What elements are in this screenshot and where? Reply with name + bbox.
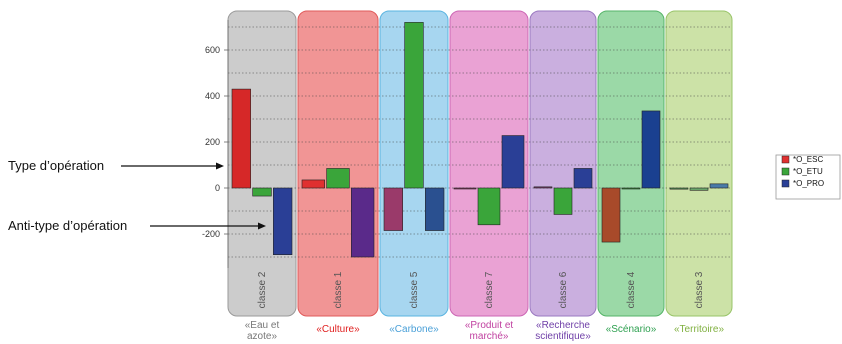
- annotation-type-arrowhead: [216, 162, 224, 170]
- bar-oetu: [477, 187, 501, 226]
- theme-label: «Recherche scientifique»: [535, 320, 591, 342]
- theme-labels: «Eau et azote» «Culture» «Carbone» «Produit …: [245, 320, 725, 342]
- legend: *O_ESC *O_ETU *O_PRO: [775, 154, 841, 200]
- class-label: classe 3: [694, 271, 705, 308]
- class-label: classe 1: [333, 271, 344, 308]
- class-labels: classe 2 classe 1 classe 5 classe 7 classe 6…: [257, 271, 705, 308]
- class-band: [449, 10, 529, 317]
- bar-opro: [641, 110, 661, 189]
- bar-oetu: [252, 187, 272, 197]
- annotation-anti-label: Anti-type d’opération: [8, 218, 127, 233]
- legend-label: *O_PRO: [793, 179, 824, 188]
- class-label: classe 7: [484, 271, 495, 308]
- theme-label: «Territoire»: [674, 324, 724, 335]
- theme-label: «Culture»: [316, 324, 360, 335]
- bar-opro: [709, 183, 729, 189]
- class-label: classe 6: [558, 271, 569, 308]
- annotation-type: Type d’opération: [8, 158, 224, 173]
- class-label: classe 4: [626, 271, 637, 308]
- y-axis: 600 400 200 0 -200: [202, 20, 229, 268]
- legend-swatch: [781, 155, 790, 164]
- y-tick-label: 0: [215, 183, 220, 193]
- bar-oetu: [621, 187, 641, 190]
- class-band: [529, 10, 597, 317]
- bar-oesc: [231, 88, 251, 189]
- annotation-anti: Anti-type d’opération: [8, 218, 266, 233]
- bar-opro: [425, 187, 445, 231]
- annotation-type-label: Type d’opération: [8, 158, 104, 173]
- bar-oesc: [453, 187, 477, 190]
- bar-oetu: [553, 187, 573, 215]
- legend-swatch: [781, 179, 790, 188]
- y-tick-label: -200: [202, 229, 220, 239]
- bar-oesc: [533, 186, 553, 189]
- bar-oesc: [601, 187, 621, 243]
- bar-opro: [501, 135, 525, 189]
- bar-opro: [351, 187, 375, 258]
- class-band: [665, 10, 733, 317]
- bar-oesc: [301, 179, 325, 189]
- theme-label: «Produit et marché»: [465, 320, 514, 342]
- bar-oesc: [669, 187, 689, 190]
- legend-swatch: [781, 167, 790, 176]
- bar-oetu: [326, 168, 350, 189]
- y-tick-label: 400: [205, 91, 220, 101]
- legend-label: *O_ETU: [793, 167, 823, 176]
- y-tick-label: 200: [205, 137, 220, 147]
- bar-opro: [573, 168, 593, 189]
- bars: [231, 22, 729, 258]
- bar-oetu: [404, 22, 424, 189]
- bar-oesc: [383, 187, 403, 231]
- class-label: classe 2: [257, 271, 268, 308]
- bar-opro: [273, 187, 293, 255]
- theme-label: «Scénario»: [606, 324, 657, 335]
- class-band: [297, 10, 379, 317]
- class-label: classe 5: [409, 271, 420, 308]
- legend-label: *O_ESC: [793, 155, 823, 164]
- theme-label: «Carbone»: [389, 324, 439, 335]
- annotation-anti-arrowhead: [258, 222, 266, 230]
- theme-label: «Eau et azote»: [245, 320, 280, 342]
- bar-oetu: [689, 187, 709, 191]
- y-tick-label: 600: [205, 45, 220, 55]
